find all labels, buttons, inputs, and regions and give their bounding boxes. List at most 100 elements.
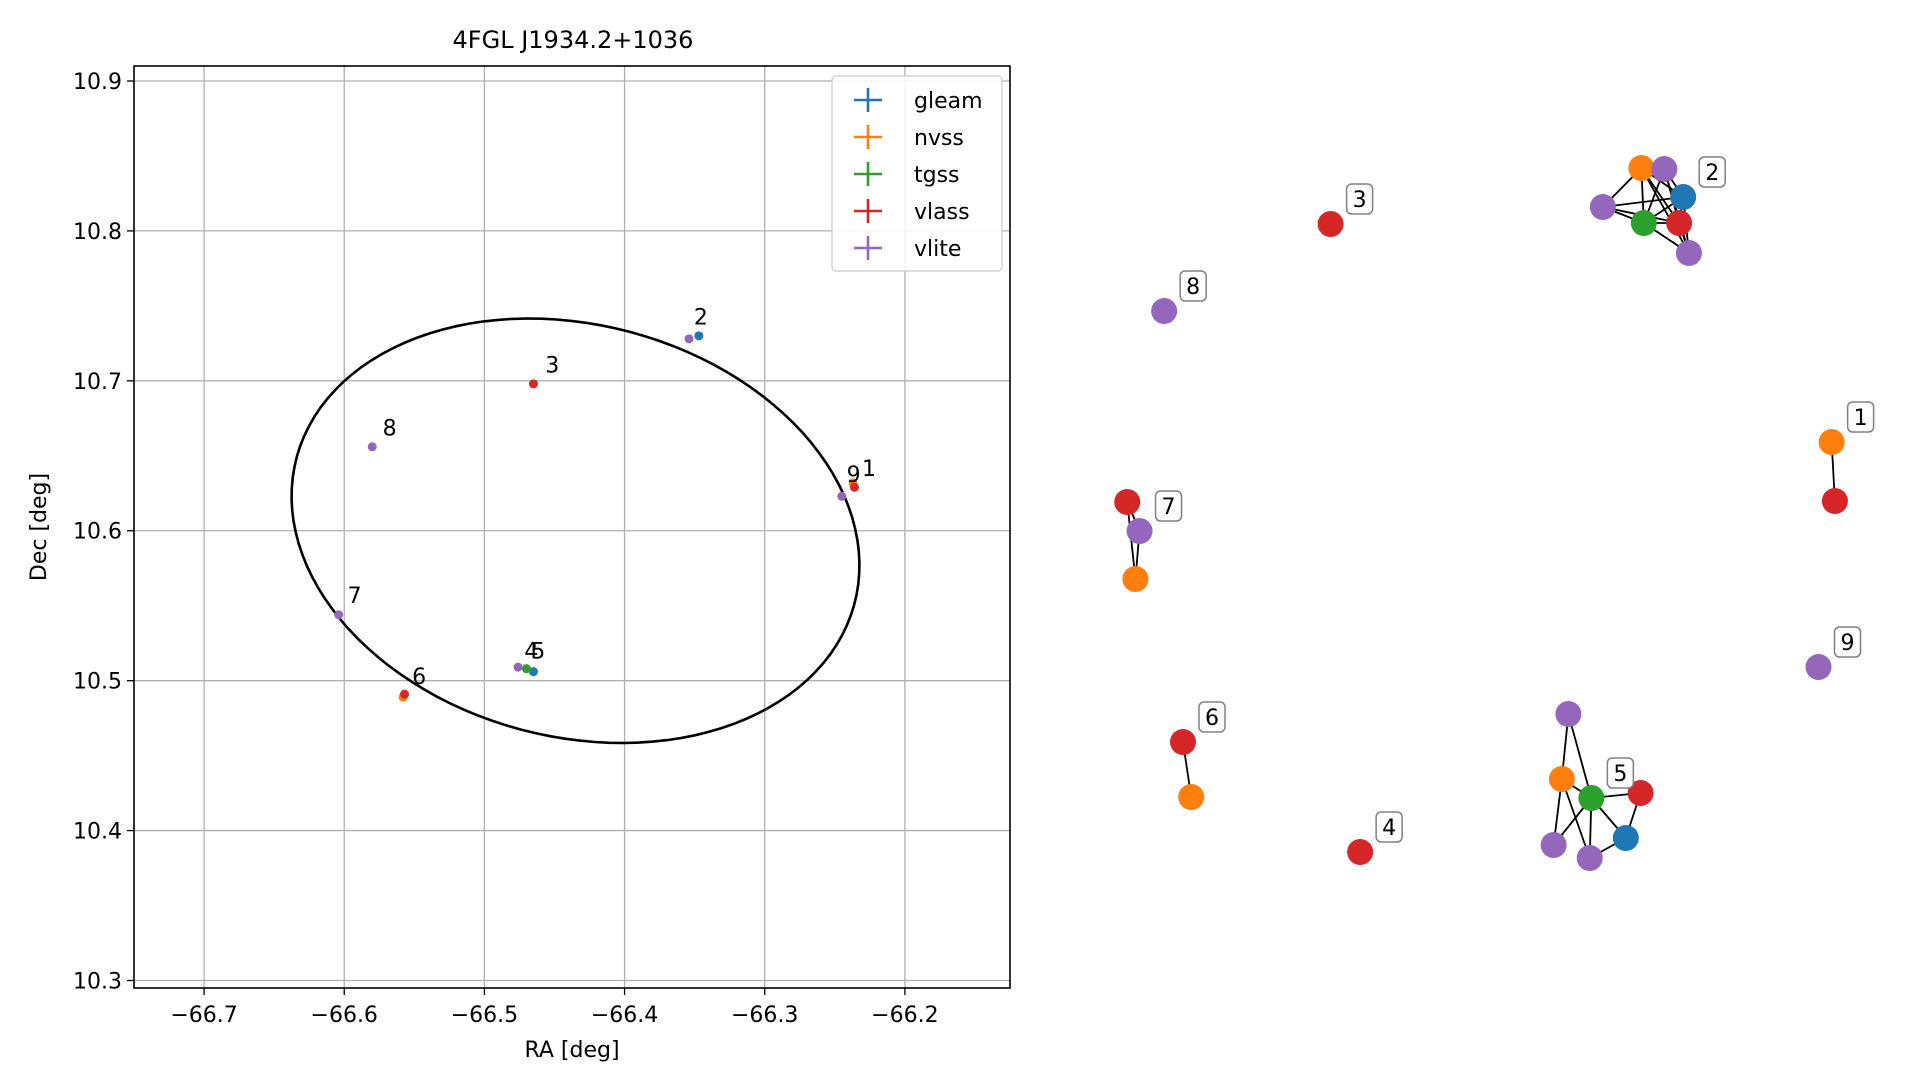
network-edge bbox=[1602, 196, 1684, 208]
y-tick-label: 10.3 bbox=[73, 970, 122, 995]
network-label-box bbox=[1846, 401, 1875, 433]
network-label-box bbox=[1198, 701, 1226, 733]
legend-label-tgss: tgss bbox=[914, 163, 960, 188]
network-node-gleam bbox=[1670, 184, 1697, 210]
network-node-vlite bbox=[1540, 832, 1567, 858]
network-label: 1 bbox=[1854, 406, 1868, 431]
network-node-vlite bbox=[1151, 298, 1178, 324]
legend-label-nvss: nvss bbox=[914, 126, 964, 151]
y-tick-label: 10.9 bbox=[73, 70, 122, 95]
network-edge bbox=[1567, 713, 1593, 799]
x-axis-label: RA [deg] bbox=[524, 1038, 619, 1063]
point-annotation: 8 bbox=[383, 416, 397, 441]
point-annotation: 1 bbox=[862, 457, 876, 482]
y-tick-label: 10.8 bbox=[73, 220, 122, 245]
point-annotation: 4 bbox=[524, 640, 538, 665]
network-node-tgss bbox=[1578, 785, 1605, 811]
plot-frame bbox=[133, 65, 1011, 989]
y-axis-ticks: 10.3 10.4 10.5 10.6 10.7 10.8 10.9 bbox=[73, 70, 134, 995]
point-annotation: 9 bbox=[847, 463, 861, 488]
point-vlite bbox=[334, 610, 344, 620]
network-node-tgss bbox=[1630, 210, 1657, 236]
network-node-vlite bbox=[1675, 240, 1702, 266]
point-annotation: 7 bbox=[348, 584, 362, 609]
point-annotation: 6 bbox=[412, 665, 426, 690]
point-annotation: 5 bbox=[531, 640, 545, 665]
network-node-vlass bbox=[1347, 839, 1374, 865]
error-ellipse-layer bbox=[290, 317, 861, 745]
point-vlass bbox=[849, 482, 859, 492]
network-label-box bbox=[1345, 183, 1374, 215]
network-node-vlass bbox=[1627, 780, 1654, 806]
x-tick-label: −66.4 bbox=[591, 1003, 658, 1028]
network-label: 7 bbox=[1162, 495, 1176, 520]
network-node-vlite bbox=[1555, 701, 1582, 727]
network-node-vlass bbox=[1114, 489, 1141, 515]
network-node-vlass bbox=[1170, 729, 1196, 755]
network-label-box bbox=[1698, 156, 1726, 188]
y-axis-label: Dec [deg] bbox=[27, 473, 52, 581]
legend-label-gleam: gleam bbox=[914, 89, 983, 114]
y-tick-label: 10.7 bbox=[73, 370, 122, 395]
network-node-vlite bbox=[1651, 156, 1678, 182]
point-vlass bbox=[400, 689, 410, 699]
x-axis-ticks: −66.7 −66.6 −66.5 −66.4 −66.3 −66.2 bbox=[170, 988, 939, 1028]
network-labels: 1 2 3 4 5 6 7 8 9 bbox=[1154, 156, 1875, 843]
network-label-box bbox=[1154, 490, 1183, 522]
network-nodes bbox=[1114, 155, 1848, 871]
y-tick-label: 10.4 bbox=[73, 820, 122, 845]
legend-label-vlass: vlass bbox=[914, 200, 970, 225]
error-ellipse bbox=[290, 317, 861, 745]
point-annotations: 1 2 3 45 6 7 8 9 bbox=[348, 305, 876, 690]
point-tgss bbox=[521, 664, 531, 674]
legend: gleam nvss tgss vlass vlite bbox=[831, 75, 1003, 272]
point-gleam bbox=[528, 667, 538, 677]
y-tick-label: 10.6 bbox=[73, 520, 122, 545]
network-label: 6 bbox=[1205, 706, 1219, 731]
network-node-nvss bbox=[1548, 766, 1575, 792]
network-node-vlass bbox=[1821, 488, 1848, 514]
network-label: 3 bbox=[1353, 188, 1367, 213]
network-node-vlite bbox=[1589, 194, 1616, 220]
x-tick-label: −66.5 bbox=[451, 1003, 518, 1028]
point-gleam bbox=[694, 331, 704, 341]
network-node-nvss bbox=[1628, 155, 1655, 181]
network-label: 8 bbox=[1186, 275, 1200, 300]
legend-box bbox=[831, 75, 1003, 272]
x-tick-label: −66.6 bbox=[311, 1003, 378, 1028]
x-tick-label: −66.2 bbox=[871, 1003, 938, 1028]
network-label-box bbox=[1179, 270, 1207, 302]
point-annotation: 2 bbox=[694, 305, 708, 330]
y-tick-label: 10.5 bbox=[73, 670, 122, 695]
point-annotation: 3 bbox=[545, 353, 559, 378]
network-edge bbox=[1640, 167, 1690, 254]
network-node-vlite bbox=[1805, 654, 1832, 680]
network-node-gleam bbox=[1612, 825, 1639, 851]
network-node-vlass bbox=[1666, 210, 1693, 236]
x-tick-label: −66.7 bbox=[170, 1003, 237, 1028]
network-label: 9 bbox=[1841, 631, 1855, 656]
legend-label-vlite: vlite bbox=[914, 237, 961, 262]
network-label: 5 bbox=[1613, 762, 1627, 787]
x-tick-label: −66.3 bbox=[731, 1003, 798, 1028]
network-label-box bbox=[1375, 811, 1403, 843]
network-label: 4 bbox=[1382, 816, 1396, 841]
network-label: 2 bbox=[1705, 161, 1719, 186]
network-node-nvss bbox=[1818, 429, 1845, 455]
point-vlite bbox=[837, 491, 847, 501]
point-vlite bbox=[513, 662, 523, 672]
scatter-points bbox=[334, 331, 859, 702]
chart-title: 4FGL J1934.2+1036 bbox=[453, 26, 694, 54]
network-node-vlite bbox=[1576, 845, 1603, 871]
network-node-vlass bbox=[1317, 211, 1344, 237]
point-vlass bbox=[528, 379, 538, 389]
network-node-vlite bbox=[1126, 518, 1153, 544]
network-node-nvss bbox=[1178, 784, 1205, 810]
point-vlite bbox=[684, 334, 694, 344]
network-node-nvss bbox=[1122, 566, 1149, 592]
network-panel: 1 2 3 4 5 6 7 8 9 bbox=[1114, 155, 1875, 871]
network-label-box bbox=[1833, 626, 1862, 658]
network-label-box bbox=[1606, 757, 1635, 789]
